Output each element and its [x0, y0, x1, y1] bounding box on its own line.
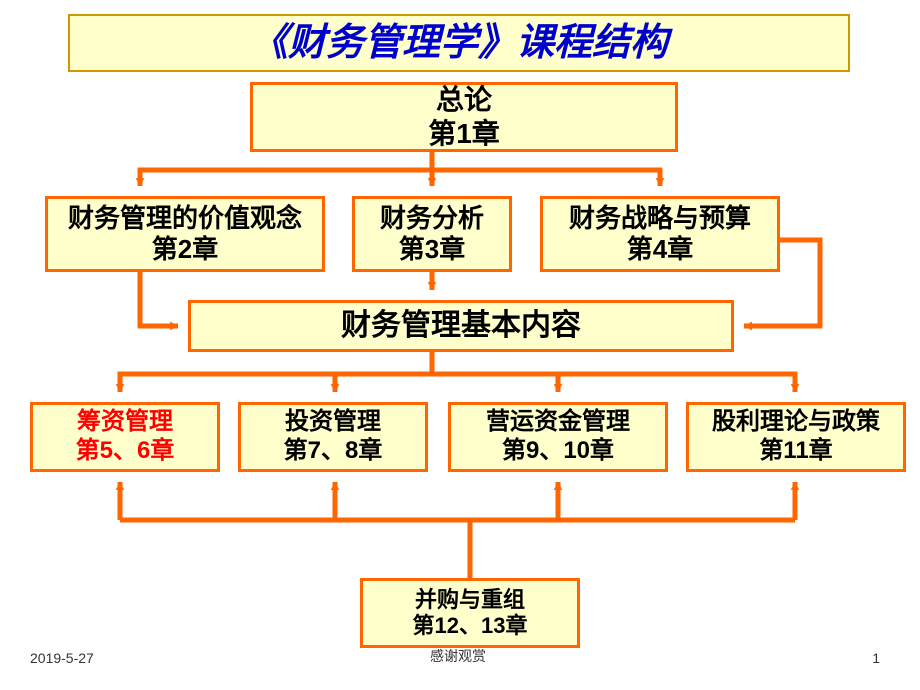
node-line2: 第2章 [152, 234, 218, 265]
title-text: 《财务管理学》课程结构 [250, 22, 668, 64]
node-line2: 第1章 [428, 117, 500, 151]
node-line1: 筹资管理 [77, 408, 173, 437]
node-line1: 财务战略与预算 [569, 203, 751, 234]
node-n6: 筹资管理第5、6章 [30, 402, 220, 472]
node-line1: 并购与重组 [415, 587, 525, 613]
footer-date: 2019-5-27 [30, 650, 94, 666]
node-n4: 财务战略与预算第4章 [540, 196, 780, 272]
node-line1: 总论 [436, 83, 492, 117]
title-box: 《财务管理学》课程结构 [68, 14, 850, 72]
node-n10: 并购与重组第12、13章 [360, 578, 580, 648]
node-line2: 第5、6章 [76, 437, 175, 466]
node-line2: 第7、8章 [284, 437, 383, 466]
footer-center: 感谢观赏 [430, 646, 486, 666]
node-line1: 投资管理 [285, 408, 381, 437]
node-n8: 营运资金管理第9、10章 [448, 402, 668, 472]
node-line2: 第12、13章 [413, 613, 528, 639]
node-n5: 财务管理基本内容 [188, 300, 734, 352]
node-line1: 财务分析 [380, 203, 484, 234]
node-n7: 投资管理第7、8章 [238, 402, 428, 472]
node-line2: 第11章 [759, 437, 832, 466]
node-line2: 第9、10章 [502, 437, 614, 466]
node-line2: 第3章 [399, 234, 465, 265]
node-n3: 财务分析第3章 [352, 196, 512, 272]
node-line1: 财务管理基本内容 [341, 308, 581, 344]
node-line1: 营运资金管理 [486, 408, 630, 437]
node-n1: 总论第1章 [250, 82, 678, 152]
node-line2: 第4章 [627, 234, 693, 265]
node-n2: 财务管理的价值观念第2章 [45, 196, 325, 272]
node-n9: 股利理论与政策第11章 [686, 402, 906, 472]
footer-page: 1 [872, 650, 880, 666]
node-line1: 股利理论与政策 [712, 408, 880, 437]
node-line1: 财务管理的价值观念 [68, 203, 302, 234]
